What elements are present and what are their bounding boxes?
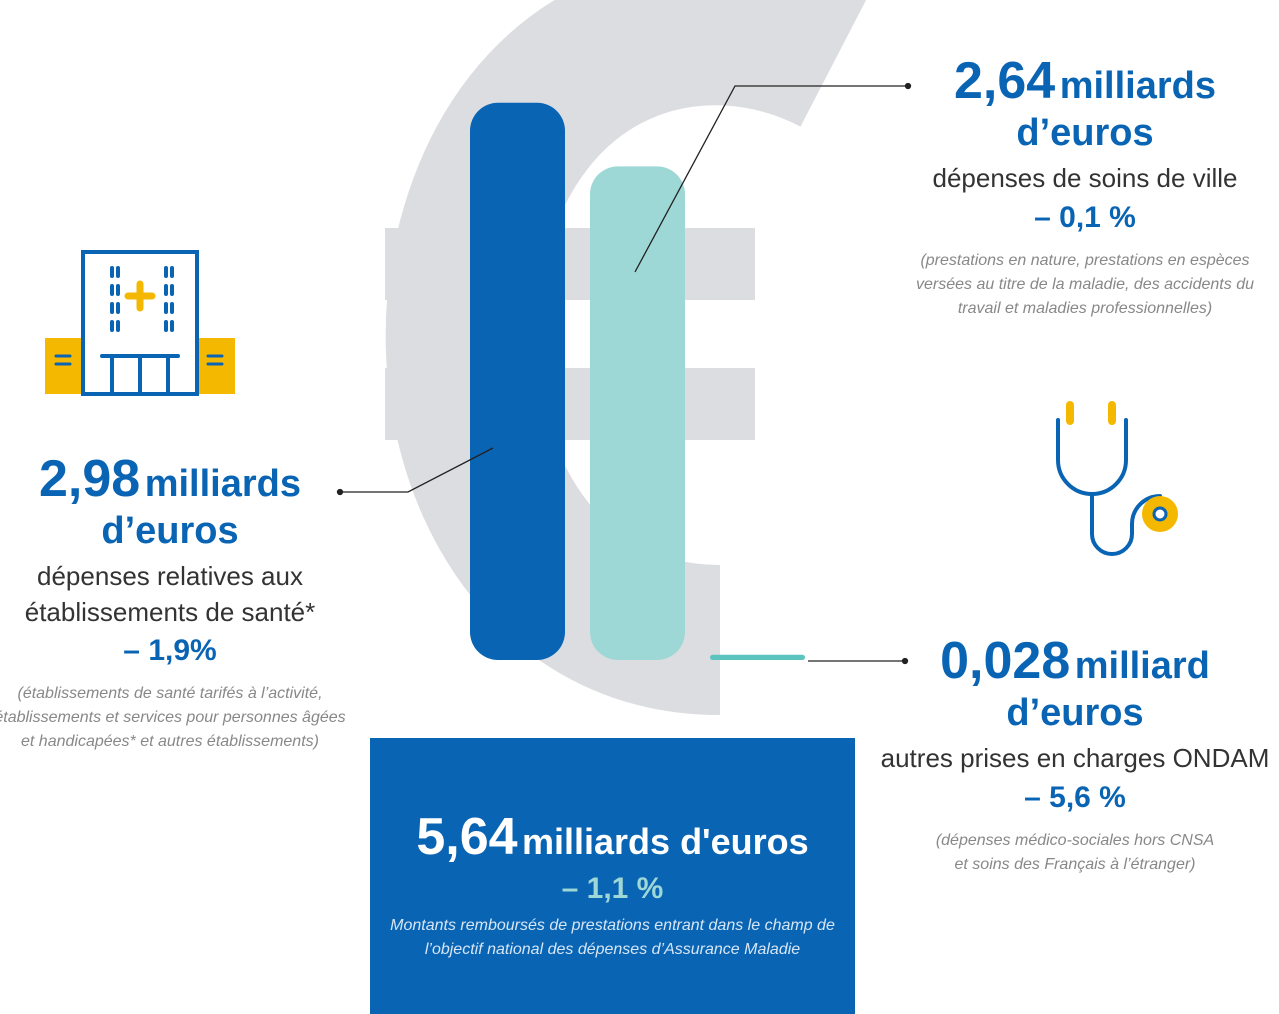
amount: 2,98 milliards d’euros xyxy=(0,450,350,553)
icon-part xyxy=(102,356,178,392)
total-box: 5,64 milliards d'euros – 1,1 % Montants … xyxy=(370,738,855,1014)
category: autres prises en charges ONDAM xyxy=(880,741,1270,776)
euro-bar xyxy=(385,228,755,300)
amount: 2,64 milliards d’euros xyxy=(905,52,1265,155)
icon-part xyxy=(195,338,235,394)
value-label: 2,64 xyxy=(954,52,1055,110)
page: ONDAM html, body { margin: 0; padding: 0… xyxy=(0,0,1279,1014)
value-label: 0,028 xyxy=(940,632,1070,690)
bar xyxy=(710,655,805,660)
icon-part xyxy=(1154,508,1166,520)
bar xyxy=(470,103,565,660)
total-note: Montants remboursés de prestations entra… xyxy=(390,914,835,962)
block: 2,98 milliards d’euros dépenses relative… xyxy=(0,450,350,754)
icon-part xyxy=(45,338,85,394)
euro-bar xyxy=(385,368,755,440)
change: – 0,1 % xyxy=(905,201,1265,235)
change: – 1,9% xyxy=(0,634,350,668)
bar xyxy=(590,166,685,660)
icon-part xyxy=(1058,420,1126,494)
change: – 5,6 % xyxy=(880,781,1270,815)
category: dépenses de soins de ville xyxy=(905,161,1265,196)
note: (établissements de santé tarifés à l’act… xyxy=(0,682,350,754)
block: 2,64 milliards d’euros dépenses de soins… xyxy=(905,52,1265,321)
icon-part xyxy=(1070,405,1112,421)
category: dépenses relatives aux établissements de… xyxy=(0,559,350,629)
note: (dépenses médico-sociales hors CNSA et s… xyxy=(930,829,1220,877)
block: 0,028 milliard d’euros autres prises en … xyxy=(880,632,1270,877)
total-change: – 1,1 % xyxy=(370,872,855,906)
total-amount: 5,64 milliards d'euros xyxy=(370,808,855,868)
total-unit: milliards d'euros xyxy=(522,821,809,862)
note: (prestations en nature, prestations en e… xyxy=(905,249,1265,321)
total-value-label: 5,64 xyxy=(416,808,517,866)
value-label: 2,98 xyxy=(39,450,140,508)
hospital-icon xyxy=(45,252,235,394)
page-body: {"chart_data": { "type": "bar", "categor… xyxy=(0,0,1279,1014)
amount: 0,028 milliard d’euros xyxy=(880,632,1270,735)
stethoscope-icon xyxy=(1058,405,1178,554)
